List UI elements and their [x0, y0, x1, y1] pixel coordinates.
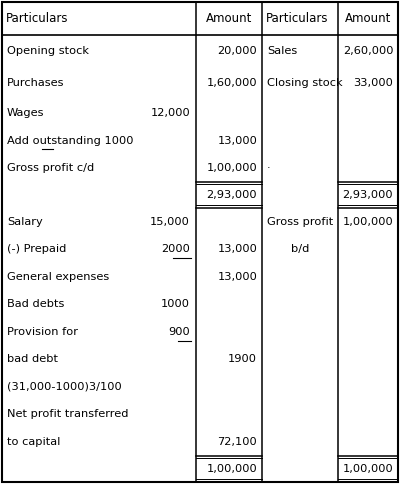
Text: 1,00,000: 1,00,000 [342, 216, 393, 227]
Text: 1,60,000: 1,60,000 [206, 78, 257, 88]
Text: 1,00,000: 1,00,000 [342, 464, 393, 473]
Text: 2000: 2000 [161, 244, 190, 254]
Text: Particulars: Particulars [266, 12, 328, 25]
Text: Opening stock: Opening stock [7, 46, 89, 56]
Text: 1,00,000: 1,00,000 [206, 163, 257, 173]
Text: Particulars: Particulars [6, 12, 68, 25]
Text: Sales: Sales [267, 46, 297, 56]
Text: 13,000: 13,000 [217, 136, 257, 146]
Text: 2,93,000: 2,93,000 [342, 190, 393, 200]
Text: Net profit transferred: Net profit transferred [7, 409, 128, 419]
Text: 33,000: 33,000 [353, 78, 393, 88]
Text: Closing stock: Closing stock [267, 78, 342, 88]
Text: Amount: Amount [206, 12, 252, 25]
Text: Amount: Amount [345, 12, 391, 25]
Text: General expenses: General expenses [7, 272, 109, 282]
Text: bad debt: bad debt [7, 354, 58, 364]
Text: 2,60,000: 2,60,000 [343, 46, 393, 56]
Text: (31,000-1000)3/100: (31,000-1000)3/100 [7, 382, 122, 392]
Text: (-) Prepaid: (-) Prepaid [7, 244, 66, 254]
Text: b/d: b/d [291, 244, 309, 254]
Text: 1000: 1000 [161, 299, 190, 309]
Text: to capital: to capital [7, 437, 60, 447]
Text: Bad debts: Bad debts [7, 299, 64, 309]
Text: Purchases: Purchases [7, 78, 64, 88]
Text: 13,000: 13,000 [217, 244, 257, 254]
Text: Add outstanding 1000: Add outstanding 1000 [7, 136, 133, 146]
Text: 12,000: 12,000 [150, 108, 190, 118]
Text: 1900: 1900 [228, 354, 257, 364]
Text: 1,00,000: 1,00,000 [206, 464, 257, 473]
Text: 900: 900 [168, 327, 190, 337]
Text: ·: · [267, 163, 270, 173]
Text: 20,000: 20,000 [218, 46, 257, 56]
Text: Provision for: Provision for [7, 327, 78, 337]
Text: Gross profit: Gross profit [267, 216, 333, 227]
Text: Wages: Wages [7, 108, 44, 118]
Text: 15,000: 15,000 [150, 216, 190, 227]
Text: 2,93,000: 2,93,000 [206, 190, 257, 200]
Text: 72,100: 72,100 [218, 437, 257, 447]
Text: Gross profit c/d: Gross profit c/d [7, 163, 94, 173]
Text: 13,000: 13,000 [217, 272, 257, 282]
Text: Salary: Salary [7, 216, 42, 227]
